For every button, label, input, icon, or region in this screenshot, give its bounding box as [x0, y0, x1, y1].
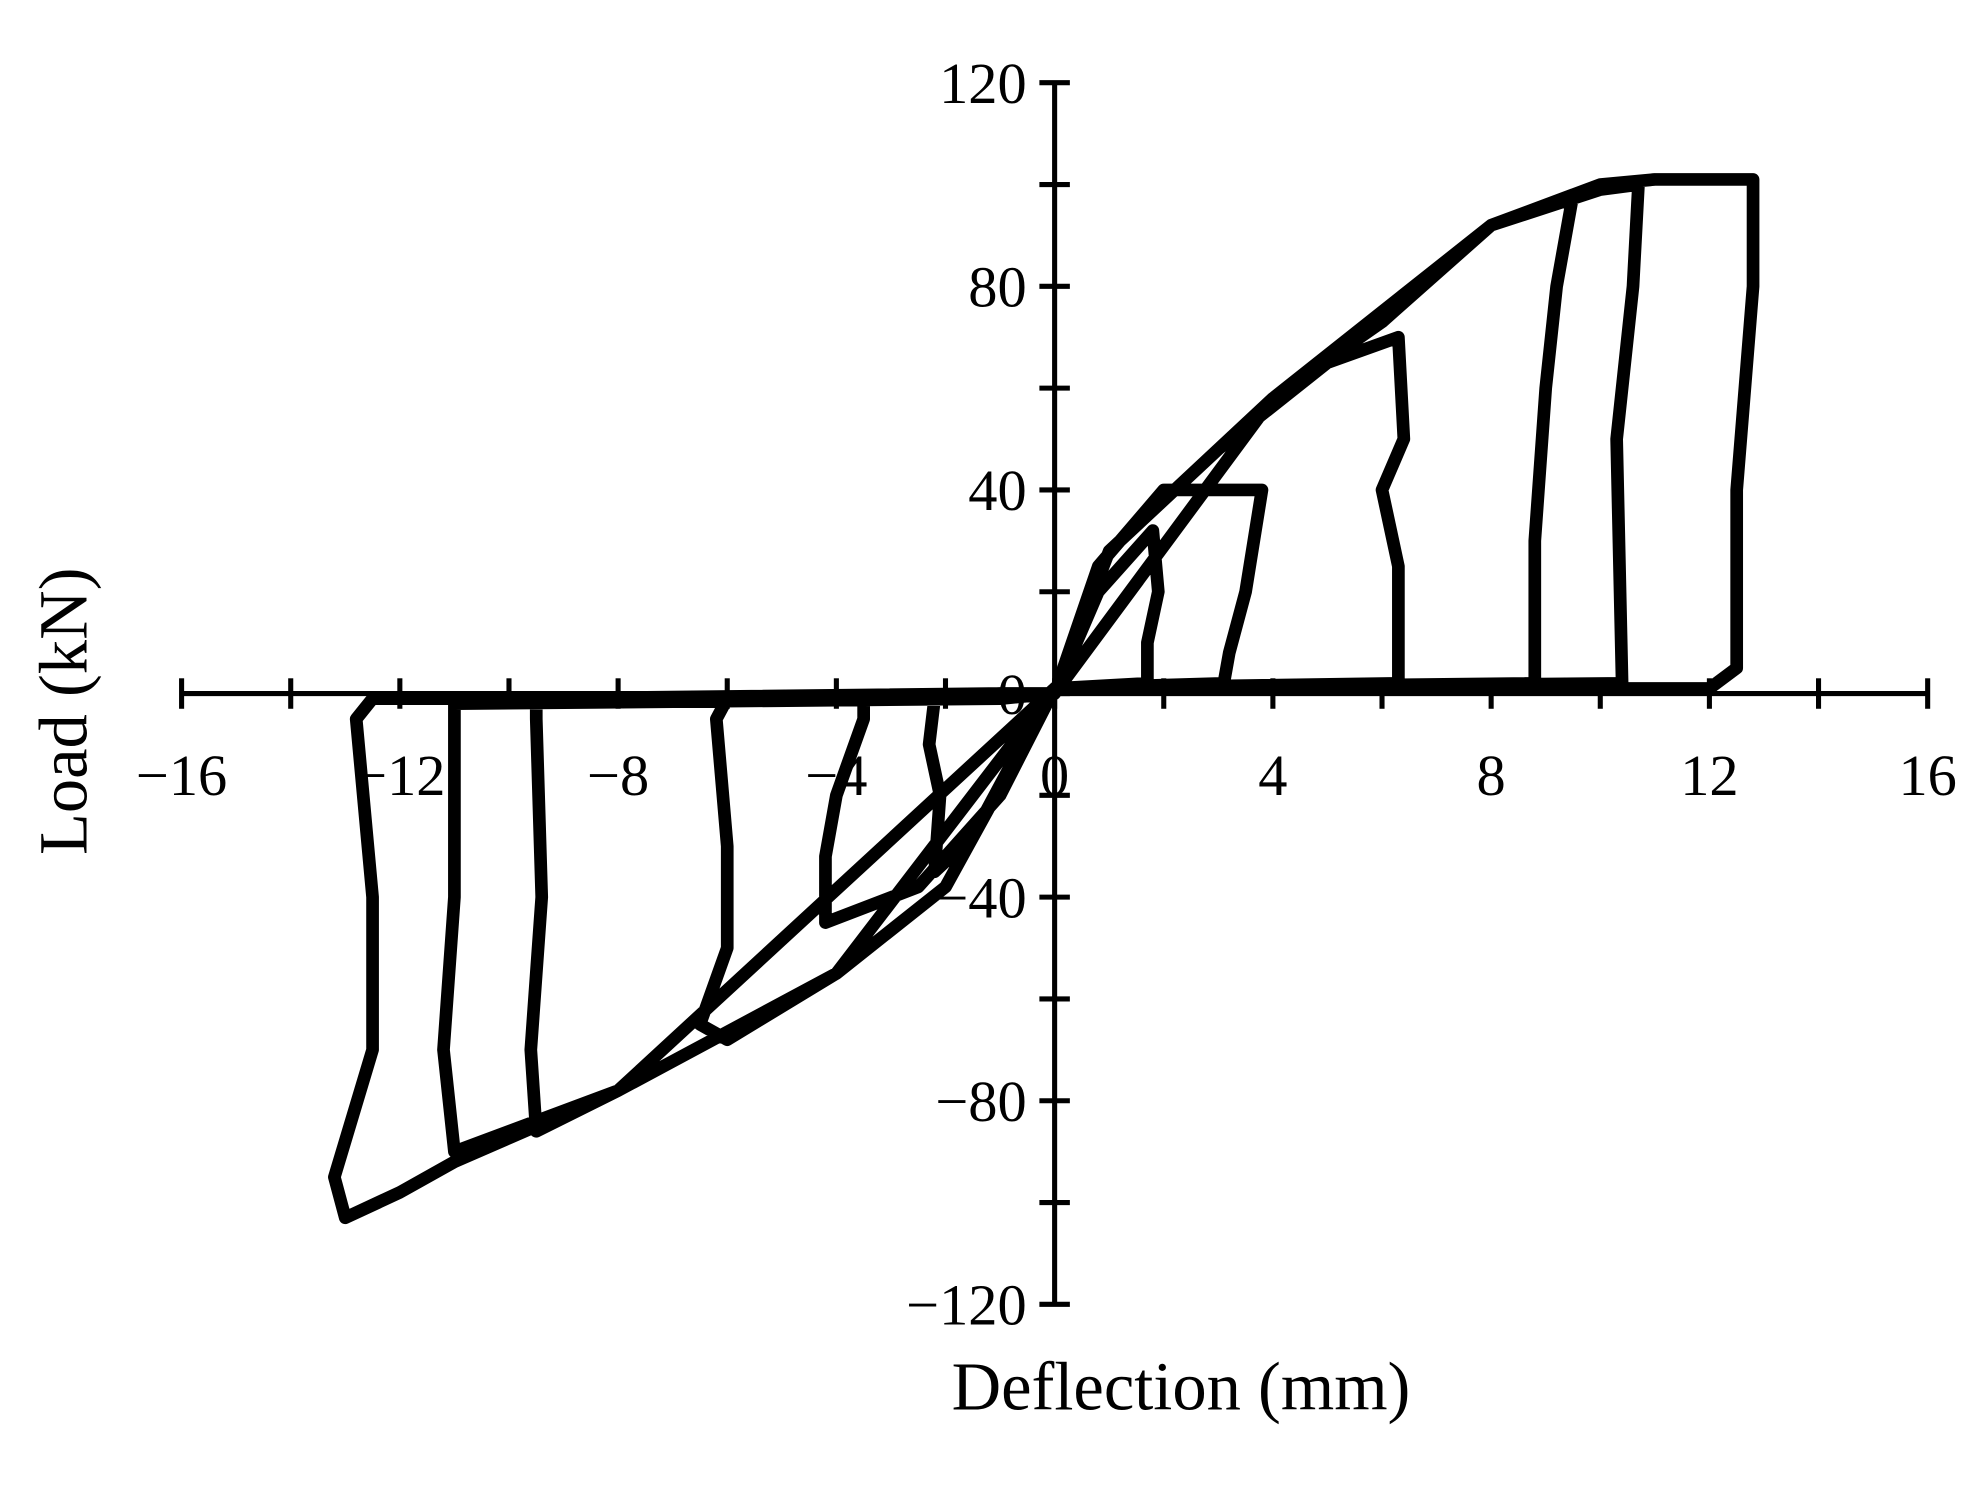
- x-tick-label: 16: [1898, 743, 1956, 808]
- x-tick-label: −16: [136, 743, 227, 808]
- hysteresis-curve: [328, 173, 1760, 1225]
- y-tick-label: −120: [906, 1273, 1027, 1338]
- y-axis-title: Load (kN): [25, 568, 101, 855]
- x-tick-label: 4: [1258, 743, 1287, 808]
- y-tick-label: −80: [935, 1069, 1026, 1134]
- y-tick-label: 80: [968, 255, 1026, 320]
- x-tick-label: −8: [587, 743, 649, 808]
- y-tick-label: 120: [939, 51, 1027, 116]
- x-axis-title: Deflection (mm): [952, 1349, 1411, 1425]
- x-tick-label: 0: [1040, 743, 1069, 808]
- x-tick-label: 12: [1680, 743, 1738, 808]
- x-tick-label: 8: [1477, 743, 1506, 808]
- y-tick-label: 40: [968, 458, 1026, 523]
